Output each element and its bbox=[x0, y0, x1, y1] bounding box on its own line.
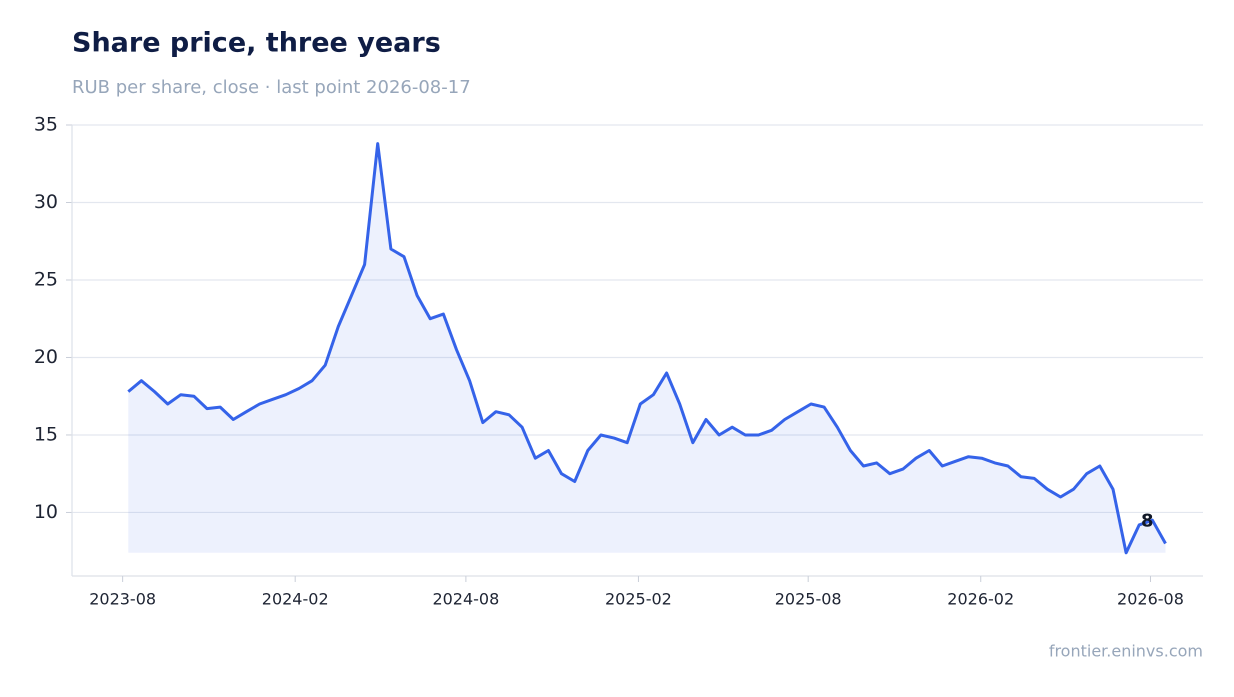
price-line bbox=[127, 142, 1167, 555]
x-tick-label: 2025-02 bbox=[605, 590, 672, 609]
x-tick-label: 2026-08 bbox=[1117, 590, 1184, 609]
y-tick-label: 30 bbox=[34, 191, 58, 213]
y-tick-label: 20 bbox=[34, 346, 58, 368]
y-tick-label: 10 bbox=[34, 501, 58, 523]
source-note: frontier.eninvs.com bbox=[1049, 642, 1203, 661]
x-tick-label: 2025-08 bbox=[775, 590, 842, 609]
chart-title: Share price, three years bbox=[72, 28, 441, 59]
x-tick-label: 2024-02 bbox=[262, 590, 329, 609]
y-tick-label: 25 bbox=[34, 268, 58, 290]
x-tick-label: 2024-08 bbox=[432, 590, 499, 609]
y-tick-label: 15 bbox=[34, 423, 58, 445]
last-value-annotation: 8 bbox=[1141, 510, 1154, 531]
chart-subtitle: RUB per share, close · last point 2026-0… bbox=[72, 77, 471, 98]
y-tick-label: 35 bbox=[34, 114, 58, 136]
area bbox=[128, 143, 1166, 553]
x-tick-label: 2026-02 bbox=[947, 590, 1014, 609]
x-tick-label: 2023-08 bbox=[89, 590, 156, 609]
